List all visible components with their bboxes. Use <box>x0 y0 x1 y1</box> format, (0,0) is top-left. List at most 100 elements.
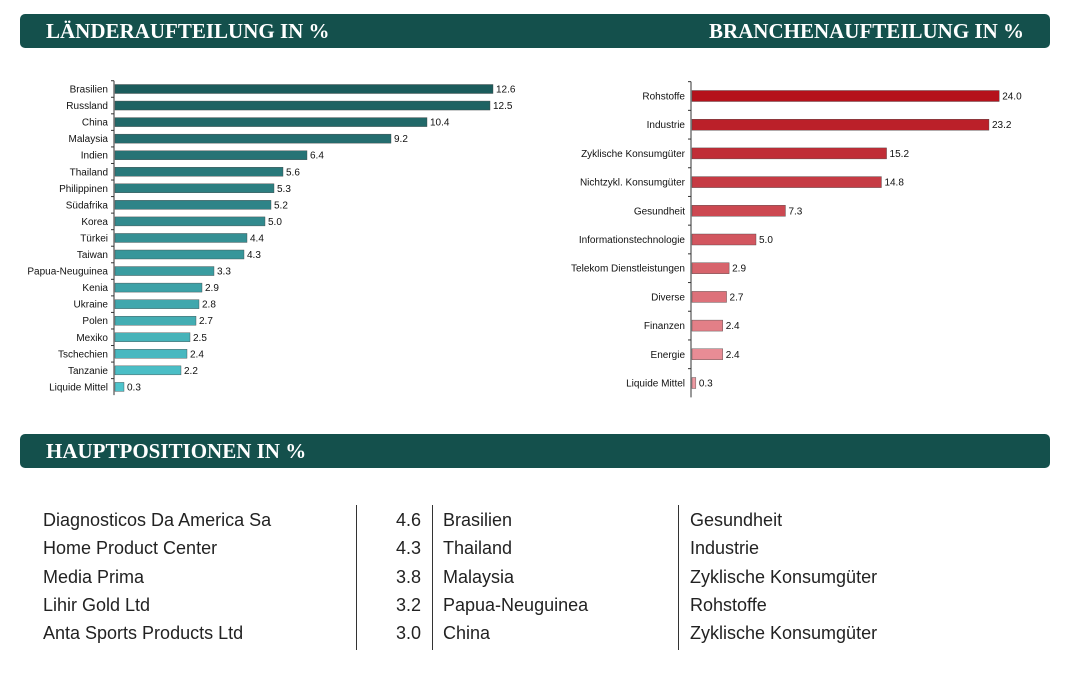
value-label: 14.8 <box>884 178 904 189</box>
position-sector: Zyklische Konsumgüter <box>690 623 878 644</box>
position-weight: 3.2 <box>395 594 421 615</box>
value-label: 2.4 <box>726 350 740 361</box>
bar <box>114 167 284 177</box>
position-name: Anta Sports Products Ltd <box>43 623 244 644</box>
table-row: Lihir Gold Ltd 3.2 Papua-Neuguinea Rohstoff… <box>0 591 1066 619</box>
value-label: 2.4 <box>190 349 204 360</box>
position-sector: Zyklische Konsumgüter <box>690 566 878 587</box>
bar <box>691 319 723 332</box>
category-label: Tschechien <box>58 349 108 360</box>
bar <box>691 176 882 188</box>
position-country: Brasilien <box>443 510 513 530</box>
bar <box>114 117 428 127</box>
bar <box>691 291 727 303</box>
column-divider <box>678 505 679 650</box>
value-label: 5.0 <box>759 235 773 246</box>
value-label: 6.4 <box>310 151 324 162</box>
value-label: 0.3 <box>127 382 141 393</box>
position-country: Malaysia <box>443 566 515 587</box>
position-weight: 3.8 <box>395 566 421 587</box>
position-name: Lihir Gold Ltd <box>43 594 151 615</box>
category-label: Finanzen <box>644 321 685 332</box>
position-country: Thailand <box>443 538 513 559</box>
value-label: 7.3 <box>788 206 802 217</box>
value-label: 4.3 <box>247 250 261 261</box>
position-weight: 4.3 <box>395 538 421 559</box>
category-label: Kenia <box>82 283 108 294</box>
position-country: Papua-Neuguinea <box>443 594 589 615</box>
category-label: Korea <box>81 217 108 228</box>
category-label: China <box>82 118 109 129</box>
value-label: 5.2 <box>274 200 288 211</box>
bar <box>114 200 272 210</box>
bar <box>114 266 215 276</box>
value-label: 2.5 <box>193 333 207 344</box>
value-label: 12.5 <box>493 101 513 112</box>
category-label: Telekom Dienstleistungen <box>571 264 685 275</box>
category-label: Tanzanie <box>68 366 108 377</box>
value-label: 5.6 <box>286 167 300 178</box>
value-label: 12.6 <box>496 85 516 96</box>
category-label: Gesundheit <box>634 206 685 217</box>
value-label: 3.3 <box>217 267 231 278</box>
bar <box>114 282 203 293</box>
top-positions-table: Diagnosticos Da America Sa 4.6 Brasilien Ge… <box>0 500 1066 660</box>
bar <box>114 315 197 326</box>
value-label: 9.2 <box>394 134 408 145</box>
column-divider <box>432 505 433 650</box>
category-label: Industrie <box>647 120 686 131</box>
category-label: Südafrika <box>66 200 109 211</box>
category-label: Nichtzykl. Konsumgüter <box>580 178 686 189</box>
bar <box>114 365 182 376</box>
category-label: Energie <box>651 350 686 361</box>
table-row: Media Prima 3.8 Malaysia Zyklische Konsumgü… <box>0 563 1066 591</box>
position-sector: Rohstoffe <box>690 594 767 615</box>
position-weight: 4.6 <box>395 510 421 530</box>
position-sector: Gesundheit <box>690 510 783 530</box>
column-divider <box>356 505 357 650</box>
position-country: China <box>443 623 491 644</box>
bar <box>114 183 275 194</box>
value-label: 2.9 <box>732 264 746 275</box>
positions-banner: HAUPTPOSITIONEN IN % <box>20 434 1050 468</box>
bar <box>691 205 786 217</box>
value-label: 24.0 <box>1002 92 1022 103</box>
value-label: 2.7 <box>730 292 744 303</box>
bar <box>691 90 1000 102</box>
bar <box>691 262 730 274</box>
value-label: 2.7 <box>199 316 213 327</box>
countries-title: LÄNDERAUFTEILUNG IN % <box>46 19 330 43</box>
category-label: Ukraine <box>74 300 109 311</box>
bar <box>114 299 200 309</box>
bar <box>114 84 494 94</box>
country-bar-chart: Brasilien 12.6 Russland 12.5 China 10.4 Malays… <box>27 80 516 396</box>
category-label: Zyklische Konsumgüter <box>581 149 686 160</box>
category-label: Taiwan <box>77 250 108 261</box>
category-label: Rohstoffe <box>642 92 685 103</box>
bar <box>691 233 757 246</box>
bar <box>691 119 990 131</box>
sector-bar-chart: Rohstoffe 24.0 Industrie 23.2 Zyklische Kons… <box>571 81 1022 398</box>
bar <box>114 150 308 160</box>
bar <box>114 100 491 111</box>
value-label: 10.4 <box>430 118 450 129</box>
header-banner: LÄNDERAUFTEILUNG IN % BRANCHENAUFTEILUNG… <box>20 14 1050 48</box>
position-name: Home Product Center <box>43 538 218 559</box>
value-label: 2.2 <box>184 366 198 377</box>
value-label: 4.4 <box>250 233 264 244</box>
bar <box>114 382 125 392</box>
bar <box>114 249 245 260</box>
position-sector: Industrie <box>690 538 760 559</box>
position-weight: 3.0 <box>395 623 421 644</box>
value-label: 2.4 <box>726 321 740 332</box>
bar <box>691 348 723 360</box>
table-row: Anta Sports Products Ltd 3.0 China Zyklisch… <box>0 619 1066 647</box>
category-label: Thailand <box>70 167 108 178</box>
value-label: 2.8 <box>202 300 216 311</box>
category-label: Philippinen <box>59 184 108 195</box>
category-label: Liquide Mittel <box>626 379 685 390</box>
value-label: 2.9 <box>205 283 219 294</box>
bar <box>691 377 697 389</box>
bar <box>114 332 191 342</box>
category-label: Brasilien <box>70 85 108 96</box>
